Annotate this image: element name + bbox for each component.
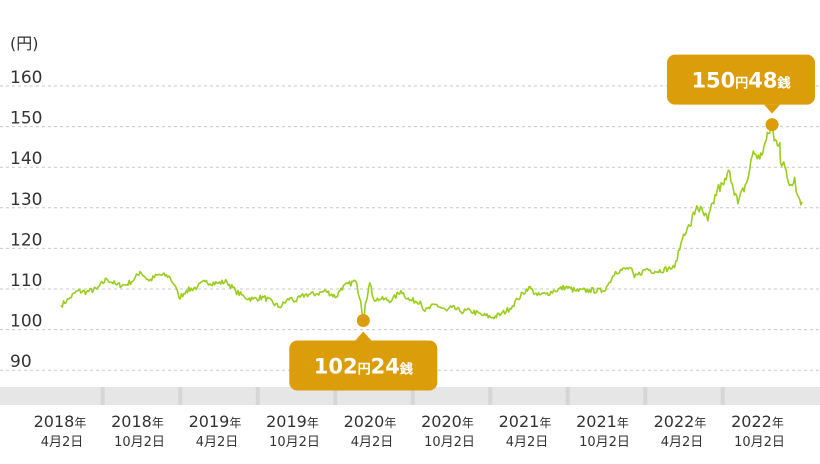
x-axis-band <box>0 387 820 405</box>
callout-box <box>667 54 815 105</box>
callout-box <box>289 340 438 391</box>
x-tick-mark <box>643 387 648 405</box>
x-tick-mark <box>488 387 493 405</box>
y-tick-label-90: 90 <box>10 352 32 372</box>
x-tick-label-year: 2019年 <box>266 412 319 431</box>
x-tick-label-year: 2019年 <box>189 412 242 431</box>
x-tick-mark <box>410 387 415 405</box>
y-tick-label-120: 120 <box>10 230 42 250</box>
callout-pointer <box>764 104 781 114</box>
x-tick-mark <box>333 387 338 405</box>
x-tick-label-year: 2020年 <box>344 412 397 431</box>
y-axis-unit: (円) <box>10 34 39 53</box>
y-tick-label-140: 140 <box>10 149 42 169</box>
series-line <box>60 123 803 322</box>
x-tick-mark <box>178 387 183 405</box>
callout-pointer <box>355 331 372 341</box>
annotation-dot-0 <box>356 314 370 328</box>
x-tick-mark <box>565 387 570 405</box>
y-tick-label-150: 150 <box>10 109 42 129</box>
x-tick-label-year: 2022年 <box>731 412 784 431</box>
callout-label: 102円24銭 <box>314 355 413 379</box>
x-tick-label-date: 4月2日 <box>351 435 394 450</box>
y-tick-label-130: 130 <box>10 190 42 210</box>
x-tick-label-date: 10月2日 <box>734 435 785 450</box>
x-tick-label-date: 10月2日 <box>424 435 475 450</box>
x-tick-label-date: 10月2日 <box>114 435 165 450</box>
x-tick-mark <box>100 387 105 405</box>
x-tick-label-date: 4月2日 <box>41 435 84 450</box>
x-tick-label-date: 10月2日 <box>269 435 320 450</box>
x-tick-label-year: 2022年 <box>654 412 707 431</box>
x-tick-label-year: 2021年 <box>576 412 629 431</box>
y-tick-label-160: 160 <box>10 68 42 88</box>
x-tick-label-year: 2018年 <box>111 412 164 431</box>
callout-label: 150円48銭 <box>691 69 790 93</box>
x-tick-label-year: 2018年 <box>34 412 87 431</box>
x-tick-label-year: 2021年 <box>499 412 552 431</box>
x-tick-mark <box>720 387 725 405</box>
x-tick-label-date: 4月2日 <box>506 435 549 450</box>
y-tick-label-110: 110 <box>10 271 42 291</box>
annotation-dot-1 <box>765 118 779 132</box>
x-tick-mark <box>255 387 260 405</box>
y-tick-label-100: 100 <box>10 312 42 332</box>
x-tick-label-date: 4月2日 <box>661 435 704 450</box>
x-tick-label-date: 4月2日 <box>196 435 239 450</box>
x-tick-label-year: 2020年 <box>421 412 474 431</box>
x-tick-label-date: 10月2日 <box>579 435 630 450</box>
